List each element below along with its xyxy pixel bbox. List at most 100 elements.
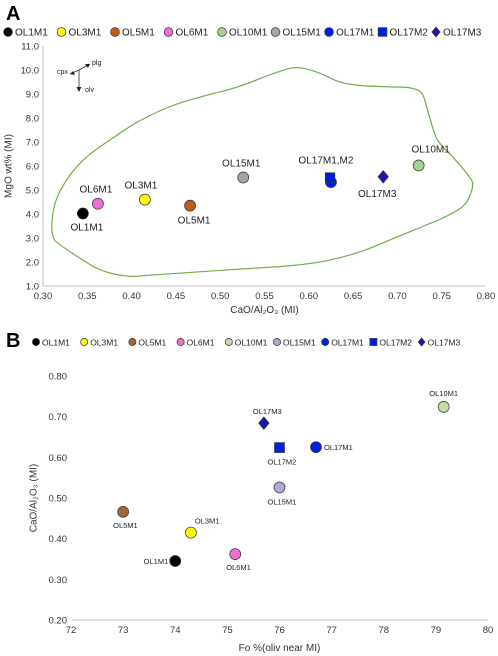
y-axis-label: MgO wt% (MI)	[4, 134, 15, 198]
cpx-label: cpx	[57, 69, 68, 76]
x-tick-label: 0.80	[477, 291, 496, 302]
x-tick-label: 0.45	[167, 291, 186, 302]
y-tick-label: 0.50	[49, 494, 68, 505]
y-axis-label: CaO/Al₂O₃ (MI)	[29, 464, 40, 533]
point-label: OL17M1,M2	[298, 156, 353, 167]
legend-entry-label: OL17M3	[443, 28, 482, 39]
point-label: OL1M1	[70, 223, 103, 234]
point-label: OL10M1	[429, 389, 458, 398]
legend-marker	[176, 338, 185, 346]
y-tick-label: 0.30	[49, 575, 68, 586]
vector-inset: plg cpx olv	[57, 60, 101, 94]
legend-entry-label: OL17M1	[331, 338, 364, 348]
point-labels: OL1M1 OL6M1 OL3M1 OL5M1 OL15M1 OL17M1,M2 OL17M…	[70, 145, 450, 234]
x-tick-label: 0.55	[255, 291, 274, 302]
data-points	[117, 401, 450, 567]
legend-marker	[3, 27, 13, 37]
compositional-envelope	[51, 66, 474, 278]
y-tick-label: 0.40	[49, 534, 68, 545]
data-point-ol6m1	[92, 197, 104, 210]
y-tick-label: 8.0	[26, 114, 39, 125]
legend-entry-label: OL3M1	[90, 338, 118, 348]
legend-entry-label: OL6M1	[187, 338, 215, 348]
panel-letter: B	[6, 330, 20, 352]
point-label: OL3M1	[124, 181, 157, 192]
point-label: OL17M1	[324, 443, 353, 452]
data-point-ol17m3	[377, 170, 389, 184]
legend-entry-label: OL6M1	[176, 28, 209, 39]
legend-marker	[224, 338, 233, 346]
olv-arrowhead	[76, 87, 82, 92]
data-point-ol1m1	[77, 207, 89, 220]
legend-entry-label: OL15M1	[283, 338, 316, 348]
x-tick-label: 79	[431, 625, 442, 636]
data-point-ol10m1	[412, 159, 425, 172]
legend-marker	[163, 27, 174, 37]
point-label: OL17M3	[358, 189, 397, 200]
y-tick-label: 0.80	[49, 372, 68, 383]
point-label: OL17M3	[253, 407, 282, 416]
legend: OL1M1 OL3M1 OL5M1 OL6M1 OL10M1 OL15M1 OL17M1 OL…	[3, 26, 482, 39]
x-tick-label: 0.40	[122, 291, 141, 302]
legend-entry-label: OL10M1	[229, 28, 268, 39]
data-point-ol17m2	[274, 442, 285, 453]
panel-b: B OL1M1 OL3M1 OL5M1 OL6M1 OL10M1 OL15M1 OL17M1 O…	[6, 330, 493, 654]
point-label: OL6M1	[226, 563, 251, 572]
x-tick-label: 80	[483, 625, 494, 636]
x-tick-label: 0.75	[432, 291, 451, 302]
plg-arrowhead	[85, 64, 90, 68]
data-point-ol5m1	[184, 199, 196, 212]
y-tick-label: 3.0	[26, 234, 39, 245]
x-tick-label: 73	[118, 625, 129, 636]
y-tick-label: 4.0	[26, 210, 39, 221]
legend-marker	[369, 338, 378, 346]
x-tick-label: 75	[222, 625, 233, 636]
legend-entry-label: OL1M1	[15, 28, 48, 39]
data-point-ol10m1	[437, 401, 450, 413]
legend-entry-label: OL17M2	[390, 28, 429, 39]
legend-marker	[110, 27, 120, 37]
point-label: OL5M1	[178, 216, 211, 227]
point-label: OL15M1	[268, 497, 297, 506]
y-tick-label: 0.60	[49, 453, 68, 464]
legend-marker	[128, 338, 137, 346]
point-label: OL15M1	[222, 159, 261, 170]
point-labels: OL1M1 OL3M1 OL5M1 OL6M1 OL10M1 OL15M1 OL17M1 OL…	[113, 389, 458, 572]
data-points	[77, 159, 425, 220]
legend-entry-label: OL17M2	[379, 338, 412, 348]
y-tick-label: 5.0	[26, 186, 39, 197]
legend-entry-label: OL5M1	[122, 28, 155, 39]
data-point-ol6m1	[229, 548, 242, 560]
olv-label: olv	[85, 87, 94, 94]
data-point-ol17m1	[310, 441, 322, 454]
axes: 72 73 74 75 76 77 78 79 80 0.20 0.30 0.40 0.50 0.60 0.…	[49, 372, 494, 637]
point-label: OL1M1	[144, 557, 169, 566]
y-tick-label: 11.0	[21, 42, 39, 53]
y-tick-label: 6.0	[26, 162, 39, 173]
point-label: OL5M1	[113, 521, 138, 530]
x-tick-label: 78	[378, 625, 389, 636]
legend-entry-label: OL10M1	[235, 338, 268, 348]
y-tick-label: 9.0	[26, 90, 39, 101]
legend-marker	[270, 27, 281, 37]
data-point-ol15m1	[237, 171, 250, 184]
legend-marker	[417, 337, 426, 347]
x-tick-label: 74	[170, 625, 181, 636]
x-tick-label: 0.50	[211, 291, 230, 302]
legend-marker	[321, 338, 330, 346]
x-axis-label: Fo %(oliv near MI)	[239, 643, 321, 654]
data-point-ol3m1	[139, 193, 151, 206]
point-label: OL10M1	[411, 145, 450, 156]
x-tick-label: 0.30	[34, 291, 53, 302]
axes: 0.30 0.35 0.40 0.45 0.50 0.55 0.60 0.65 0.70 0.75…	[21, 42, 496, 303]
legend-marker	[273, 338, 281, 346]
legend-marker	[431, 26, 441, 38]
x-tick-label: 0.70	[388, 291, 407, 302]
legend-entry-label: OL17M1	[336, 28, 375, 39]
x-tick-label: 0.60	[300, 291, 319, 302]
y-tick-label: 0.20	[49, 616, 68, 627]
x-axis-label: CaO/Al₂O₃ (MI)	[230, 305, 299, 316]
data-point-ol17m3	[258, 416, 270, 430]
